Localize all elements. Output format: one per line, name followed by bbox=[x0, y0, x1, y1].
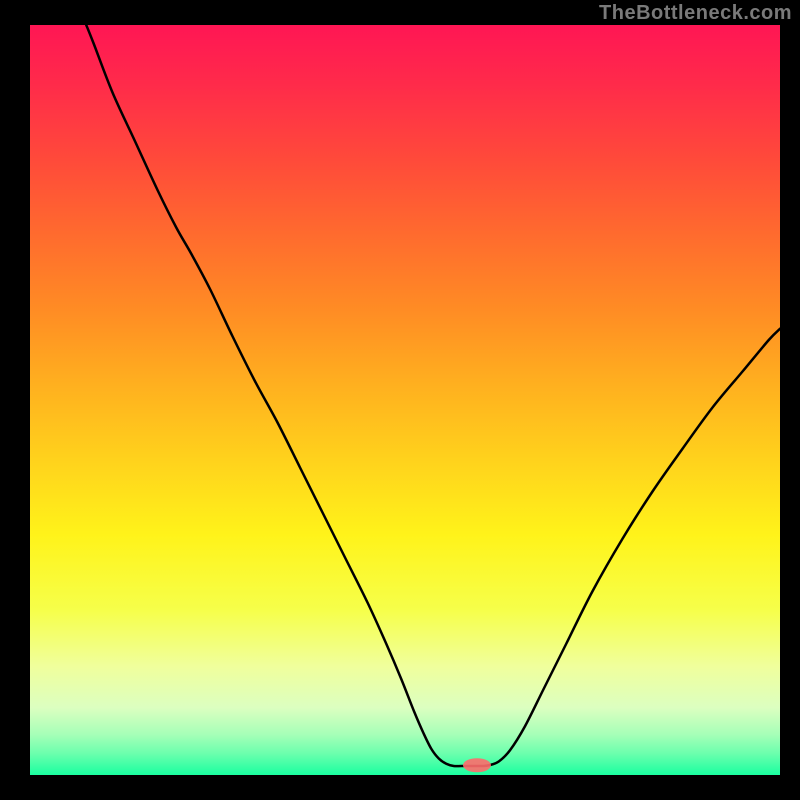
chart-root: { "attribution": { "text": "TheBottlenec… bbox=[0, 0, 800, 800]
attribution-text: TheBottleneck.com bbox=[599, 2, 792, 25]
gradient-background bbox=[30, 25, 780, 775]
optimum-marker bbox=[463, 758, 491, 772]
chart-plot bbox=[30, 25, 780, 775]
